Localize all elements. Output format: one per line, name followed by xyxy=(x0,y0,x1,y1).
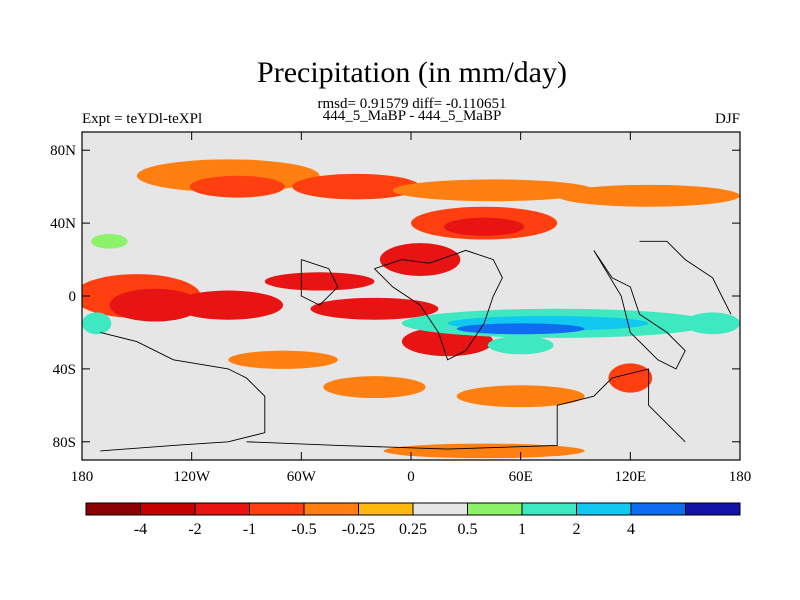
colorbar-swatch xyxy=(685,502,741,516)
colorbar-label: -0.5 xyxy=(291,521,316,538)
x-tick-label: 180 xyxy=(71,469,94,485)
anomaly-region-27 xyxy=(685,312,740,335)
colorbar-swatch xyxy=(576,502,632,516)
colorbar-label: -1 xyxy=(243,521,256,538)
coastline-segment-5 xyxy=(639,240,732,315)
colorbar-swatch xyxy=(85,502,141,516)
right-label: DJF xyxy=(715,111,740,127)
coastline-outline xyxy=(100,240,732,452)
x-tick-label: 60E xyxy=(509,469,533,485)
anomaly-region-16 xyxy=(608,363,653,393)
center-label: 444_5_MaBP - 444_5_MaBP xyxy=(323,108,502,124)
colorbar: -4 -2 -1 -0.5 -0.25 0.25 0.5 1 2 4 xyxy=(85,502,741,538)
anomaly-region-22 xyxy=(685,232,740,251)
x-tick-label: 0 xyxy=(407,469,415,485)
colorbar-label: -0.25 xyxy=(342,521,375,538)
x-tick-label: 120E xyxy=(614,469,646,485)
colorbar-label: -4 xyxy=(134,521,147,538)
map-panel xyxy=(81,131,741,461)
anomaly-region-17 xyxy=(383,443,585,459)
colorbar-label: 0.25 xyxy=(399,521,427,538)
anomaly-region-18 xyxy=(557,184,740,207)
anomaly-shading xyxy=(82,159,740,459)
anomaly-region-3 xyxy=(392,179,594,202)
colorbar-swatch xyxy=(140,502,196,516)
y-tick-label: 80N xyxy=(50,143,76,159)
colorbar-swatch xyxy=(249,502,305,516)
coastline-segment-0 xyxy=(374,249,503,361)
colorbar-label: -2 xyxy=(188,521,201,538)
colorbar-swatch xyxy=(521,502,577,516)
y-tick-label: 0 xyxy=(69,289,77,305)
y-tick-label: 80S xyxy=(53,435,76,451)
stats-line: rmsd= 0.91579 diff= -0.110651 xyxy=(318,96,507,112)
colorbar-swatch xyxy=(630,502,686,516)
anomaly-region-29 xyxy=(182,336,238,358)
anomaly-region-21 xyxy=(529,234,622,249)
colorbar-swatch xyxy=(358,502,414,516)
coastline-segment-2 xyxy=(246,368,686,450)
y-tick-label: 40S xyxy=(53,362,76,378)
colorbar-swatch xyxy=(412,502,468,516)
anomaly-region-9 xyxy=(109,288,201,322)
x-tick-label: 120W xyxy=(173,469,211,485)
anomaly-region-2 xyxy=(292,173,421,200)
anomaly-region-20 xyxy=(241,237,307,253)
x-tick-label: 60W xyxy=(287,469,317,485)
anomaly-region-19 xyxy=(91,234,128,249)
chart-title: Precipitation (in mm/day) xyxy=(257,56,567,89)
anomaly-region-1 xyxy=(189,175,285,198)
anomaly-region-15 xyxy=(456,385,585,408)
colorbar-swatch xyxy=(194,502,250,516)
coastline-segment-4 xyxy=(300,259,339,306)
anomaly-region-10 xyxy=(173,290,284,320)
coastline-segment-3 xyxy=(593,250,686,370)
anomaly-region-26 xyxy=(487,336,554,355)
anomaly-region-6 xyxy=(379,243,461,276)
map-axes: 180 120W 60W 0 60E 120E 180 80N 40N 0 40S 80S xyxy=(50,132,751,485)
anomaly-region-14 xyxy=(323,376,426,399)
colorbar-label: 1 xyxy=(518,521,526,538)
colorbar-label: 4 xyxy=(627,521,635,538)
anomaly-region-13 xyxy=(228,350,338,369)
colorbar-label: 2 xyxy=(573,521,581,538)
coastline-segment-1 xyxy=(100,331,266,452)
anomaly-region-28 xyxy=(82,312,112,335)
colorbar-swatch xyxy=(467,502,523,516)
anomaly-region-30 xyxy=(100,372,137,384)
colorbar-swatch xyxy=(303,502,359,516)
colorbar-label: 0.5 xyxy=(458,521,478,538)
left-label: Expt = teYDl-teXPl xyxy=(82,111,202,127)
anomaly-region-7 xyxy=(264,272,375,291)
y-tick-label: 40N xyxy=(50,216,76,232)
anomaly-region-11 xyxy=(310,297,439,320)
x-tick-label: 180 xyxy=(729,469,752,485)
anomaly-region-25 xyxy=(456,323,585,335)
anomaly-region-5 xyxy=(443,217,525,236)
